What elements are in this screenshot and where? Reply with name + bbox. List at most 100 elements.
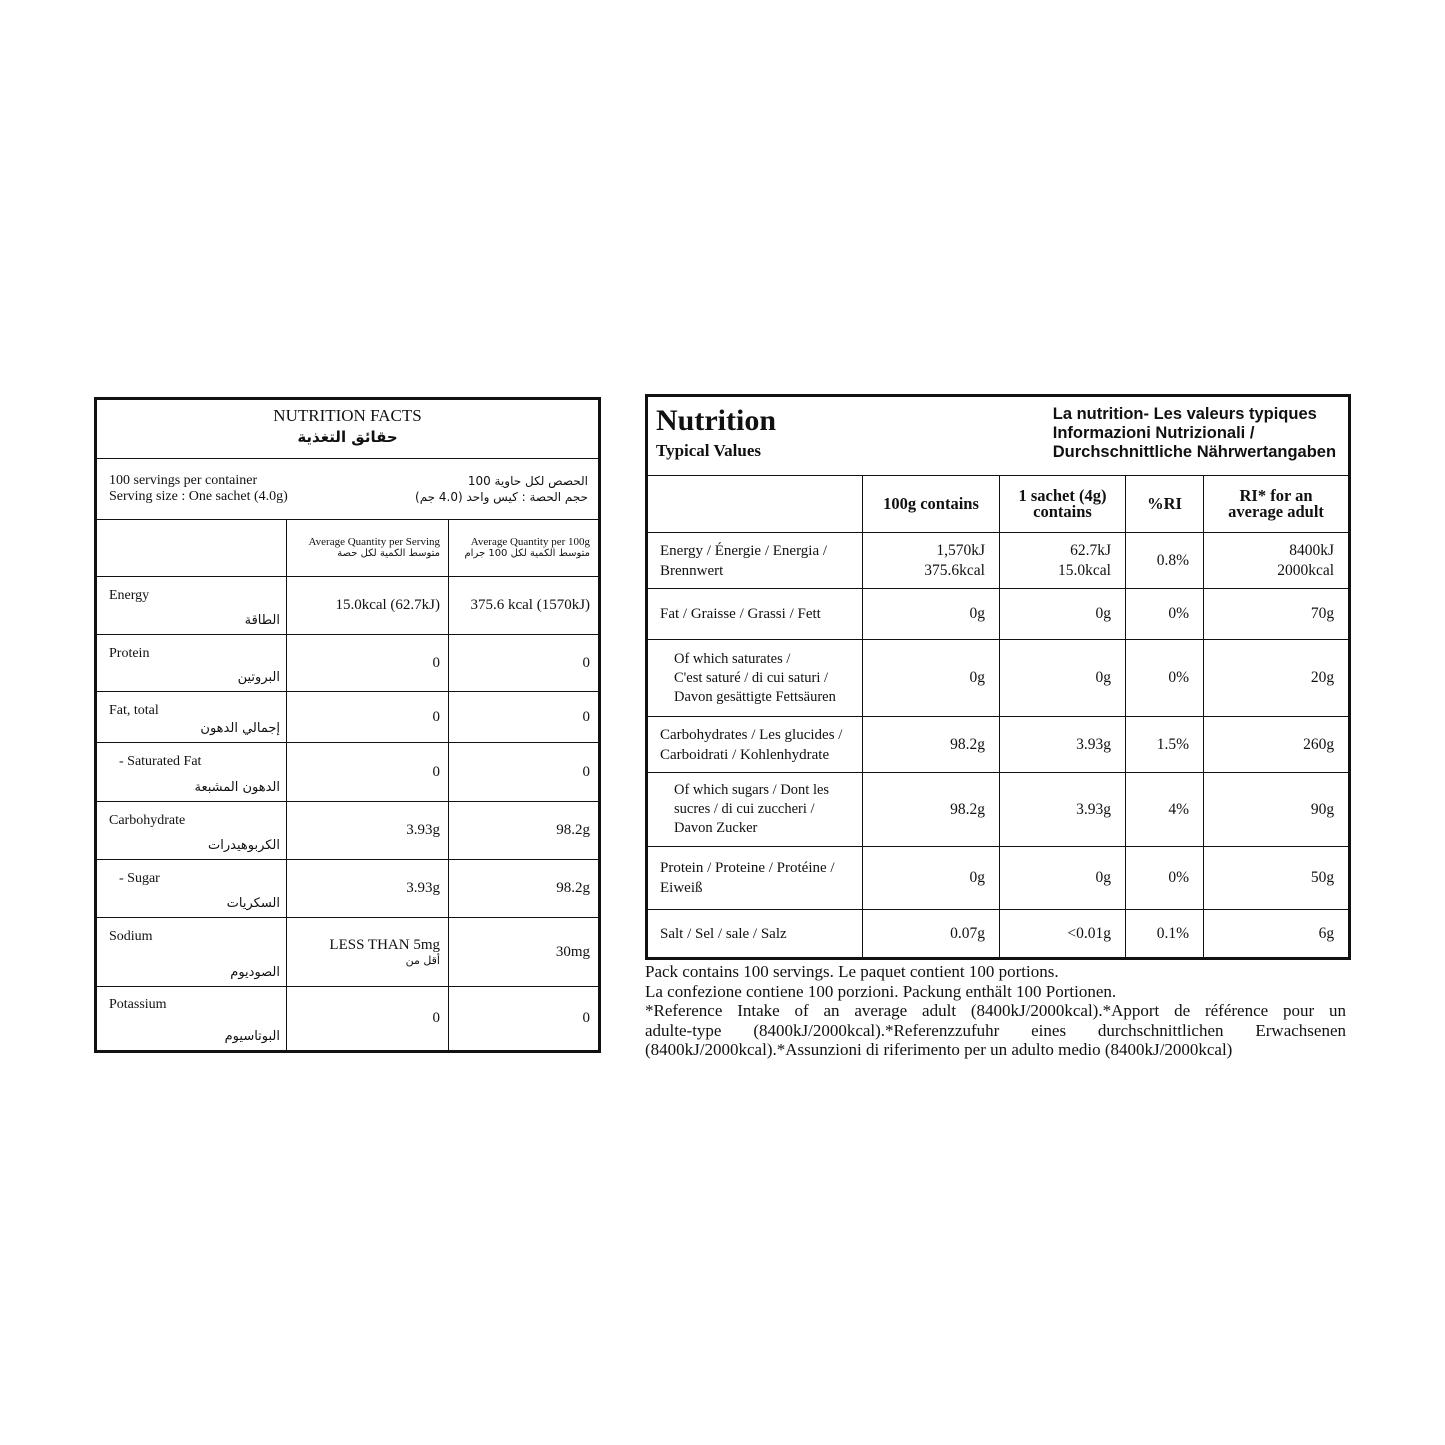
nutrient-value: 1.5% <box>1156 735 1189 753</box>
table-row: Carbohydrates / Les glucides / Carboidrat… <box>646 716 1351 773</box>
nutrient-name: Davon gesättigte Fettsäuren <box>674 688 836 705</box>
table-row: Potassium البوتاسيوم 0 0 <box>95 986 601 1052</box>
column-header: RI* for an <box>1239 486 1313 505</box>
nutrient-value: 50g <box>1310 869 1335 886</box>
table-cell <box>646 475 863 533</box>
table-cell: 0 <box>447 691 601 743</box>
per-serving-value-arabic: أقل من <box>405 954 440 967</box>
servings: 100 servings per container Serving size :… <box>97 473 598 505</box>
nutrient-name-arabic: البوتاسيوم <box>224 1029 280 1044</box>
table-cell: NUTRITION FACTS حقائق التغذية <box>94 398 601 459</box>
column-header-arabic: متوسط الكمية لكل 100 جرام <box>464 548 591 559</box>
column-header: 100g contains <box>883 494 979 513</box>
nutrient-value: 3.93g <box>1076 800 1111 818</box>
title: Nutrition <box>656 404 776 437</box>
per-serving-value: 0 <box>432 763 441 780</box>
nutrient-value: 0.1% <box>1156 924 1189 942</box>
table-row: Sodium الصوديوم LESS THAN 5mg أقل من 30mg <box>95 917 601 987</box>
nutrient-value: 375.6kcal <box>924 561 985 579</box>
nutrient-name: Protein / Proteine / Protéine / <box>660 860 835 876</box>
nutrient-value: 0% <box>1168 869 1189 886</box>
table-cell: 0g <box>862 846 1000 910</box>
table-row: 100 servings per container Serving size :… <box>94 458 601 520</box>
nutrient-name: Davon Zucker <box>674 820 758 836</box>
per-100g-value: 98.2g <box>556 880 591 896</box>
table-row: Average Quantity per Serving متوسط الكمية… <box>95 519 601 577</box>
table-cell: 6g <box>1202 909 1351 959</box>
table-cell: Carbohydrates / Les glucides / Carboidrat… <box>646 716 863 773</box>
table-row: Fat, total إجمالي الدهون 0 0 <box>95 691 601 743</box>
nutrient-value: 4% <box>1168 800 1189 818</box>
table-cell: 98.2g <box>862 772 1000 847</box>
table-row: NUTRITION FACTS حقائق التغذية <box>94 398 601 459</box>
nutrient-name: Fat / Graisse / Grassi / Fett <box>660 606 821 622</box>
table-cell: 70g <box>1202 588 1351 640</box>
nutrient-value: 98.2g <box>950 735 985 753</box>
table-row: Salt / Sel / sale / Salz 0.07g <0.01g 0.1% 6… <box>646 909 1351 959</box>
table-cell: 1,570kJ 375.6kcal <box>862 532 1000 589</box>
nutrient-name-arabic: البروتين <box>237 669 280 685</box>
table-cell: Energy / Énergie / Energia / Brennwert <box>646 532 863 589</box>
table-cell: 62.7kJ 15.0kcal <box>999 532 1126 589</box>
nutrient-value: 260g <box>1303 735 1335 753</box>
servings-line: Serving size : One sachet (4.0g) <box>109 489 288 504</box>
table-cell: 30mg <box>447 917 601 987</box>
column-header: Average Quantity per Serving <box>308 536 440 548</box>
table-cell: 3.93g <box>999 772 1126 847</box>
nutrient-name-arabic: السكريات <box>226 895 280 911</box>
table-cell: 1 sachet (4g) contains <box>999 475 1126 533</box>
title-arabic: حقائق التغذية <box>297 428 398 446</box>
table-cell: 0% <box>1125 846 1204 910</box>
nutrient-name: Carbohydrate <box>109 812 186 828</box>
nutrient-name-arabic: الصوديوم <box>230 964 280 980</box>
table-row: Energy / Énergie / Energia / Brennwert 1,5… <box>646 532 1351 589</box>
nutrient-value: 0g <box>969 669 986 686</box>
table-cell: LESS THAN 5mg أقل من <box>286 917 449 987</box>
table-cell: 0 <box>286 742 449 802</box>
table-cell: 15.0kcal (62.7kJ) <box>286 576 449 635</box>
table-cell: 0% <box>1125 639 1204 717</box>
table-cell: Fat, total إجمالي الدهون <box>95 691 287 743</box>
nutrient: Potassium البوتاسيوم <box>97 987 286 1050</box>
table-cell: 0 <box>447 634 601 692</box>
table-row: 100g contains 1 sachet (4g) contains %RI RI*… <box>646 475 1351 533</box>
table-cell: Fat / Graisse / Grassi / Fett <box>646 588 863 640</box>
per-serving-value: LESS THAN 5mg <box>329 937 440 953</box>
servings-en: 100 servings per container Serving size :… <box>109 473 288 505</box>
table-cell: Average Quantity per Serving متوسط الكمية… <box>286 519 449 577</box>
table-cell: Of which saturates / C'est saturé / di cu… <box>646 639 863 717</box>
nutrient-name-arabic: الكربوهيدرات <box>208 837 280 853</box>
nutrient-name: - Sugar <box>119 870 160 886</box>
servings-line-arabic: الحصص لكل حاوية 100 <box>467 474 589 488</box>
nutrient: Sodium الصوديوم <box>97 919 286 986</box>
nutrient-name: C'est saturé / di cui saturi / <box>674 669 829 686</box>
table-cell: 0 <box>286 986 449 1052</box>
title-line: La nutrition- Les valeurs typiques <box>1052 405 1317 423</box>
table-cell: 20g <box>1202 639 1351 717</box>
nutrition-facts-table: NUTRITION FACTS حقائق التغذية 100 servings… <box>94 397 602 1053</box>
nutrient-name: Carbohydrates / Les glucides / <box>660 726 843 743</box>
footnote-line: *Reference Intake of an average adult (8… <box>645 1001 1346 1020</box>
table-cell: 4% <box>1125 772 1204 847</box>
nutrient-value: 15.0kcal <box>1058 561 1111 579</box>
table-cell: 3.93g <box>286 801 449 860</box>
table-row: - Saturated Fat الدهون المشبعة 0 0 <box>95 742 601 802</box>
footnote: Pack contains 100 servings. Le paquet co… <box>645 962 1346 1060</box>
nutrient-name: sucres / di cui zuccheri / <box>674 801 815 817</box>
header-right: La nutrition- Les valeurs typiques Inform… <box>1053 405 1336 462</box>
per-100g-value: 30mg <box>555 943 591 960</box>
nutrient: Protein البروتين <box>97 636 286 691</box>
per-100g-value: 0 <box>582 763 591 780</box>
column-header: %RI <box>1147 494 1182 513</box>
nutrient-value: 0% <box>1168 605 1189 622</box>
nutrient-name-arabic: الطاقة <box>244 612 280 628</box>
table-cell: 100g contains <box>862 475 1000 533</box>
nutrient-value: 0.8% <box>1156 551 1189 569</box>
nutrient: Energy الطاقة <box>97 578 286 634</box>
table-row: Of which sugars / Dont les sucres / di cu… <box>646 772 1351 847</box>
nutrient-value: 98.2g <box>950 800 985 818</box>
table-cell: 0 <box>447 986 601 1052</box>
nutrient-value: 1,570kJ <box>936 541 985 559</box>
nutrient-name: Of which sugars / Dont les <box>674 782 830 798</box>
